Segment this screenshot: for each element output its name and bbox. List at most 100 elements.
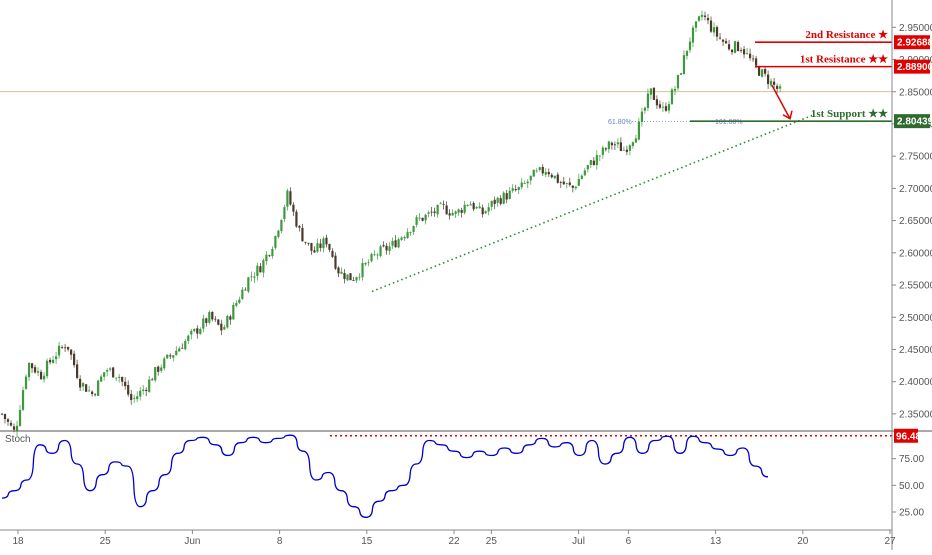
candle-body [679, 73, 683, 75]
stoch-tick-label: 25.00 [899, 508, 924, 519]
candle-body [655, 99, 659, 106]
candle-body [538, 167, 541, 170]
candle-body [163, 358, 166, 369]
candle-body [3, 413, 7, 420]
x-tick-label: 13 [710, 536, 722, 547]
price-tick-label: 2.95000 [899, 23, 932, 34]
projection-arrow-shaft [771, 84, 791, 120]
candle-body [136, 396, 139, 400]
candle-body [472, 203, 475, 210]
candle-body [121, 377, 124, 382]
candle-body [658, 104, 662, 108]
projection-arrow-head [782, 110, 793, 120]
candle-body [517, 187, 520, 191]
candle-body [439, 203, 442, 205]
candle-body [457, 209, 460, 213]
candle-body [175, 350, 178, 356]
candle-body [616, 142, 619, 145]
candle-body [676, 75, 680, 89]
level-badge [894, 59, 930, 74]
candle-body [583, 170, 586, 176]
candle-body [541, 166, 544, 174]
candle-body [151, 379, 154, 381]
candle-body [97, 380, 100, 396]
candle-body [637, 121, 641, 140]
candle-body [331, 250, 334, 257]
candle-body [247, 277, 250, 292]
candle-body [319, 243, 322, 248]
candle-body [463, 204, 466, 213]
candle-body [445, 205, 448, 215]
candle-body [187, 335, 190, 341]
overbought-badge [894, 428, 918, 443]
candle-body [178, 348, 181, 352]
candle-body [262, 260, 265, 273]
candle-body [118, 376, 121, 378]
stochastic-line [1, 434, 769, 518]
candle-body [154, 367, 157, 381]
candle-body [63, 347, 67, 349]
level-label: 1st Resistance ★★ [800, 54, 888, 66]
candle-body [619, 142, 622, 152]
candle-body [670, 89, 674, 105]
x-tick-label: 22 [448, 536, 460, 547]
candle-body [415, 217, 418, 225]
candle-body [229, 316, 232, 320]
candle-body [57, 345, 61, 356]
candle-body [328, 244, 331, 250]
candle-body [283, 207, 286, 220]
candle-body [94, 394, 97, 396]
candle-body [298, 226, 301, 228]
candle-body [757, 66, 761, 76]
candle-body [481, 207, 484, 215]
x-tick-label: 25 [486, 536, 498, 547]
candle-body [553, 175, 556, 179]
candle-body [631, 142, 635, 147]
candle-body [148, 379, 151, 392]
candle-body [523, 182, 526, 184]
support-trendline [371, 113, 816, 293]
candle-body [310, 242, 313, 251]
candle-body [33, 367, 37, 373]
candle-body [355, 277, 358, 281]
candle-body [532, 169, 535, 177]
candle-body [238, 299, 241, 303]
candle-body [382, 245, 385, 247]
candle-body [478, 206, 481, 209]
candle-body [727, 44, 731, 50]
candle-body [322, 238, 325, 249]
candle-body [634, 138, 638, 143]
candle-body [598, 155, 601, 157]
candle-body [610, 142, 613, 146]
candle-body [313, 250, 316, 253]
candle-body [60, 347, 64, 348]
x-tick-label: 8 [277, 536, 283, 547]
candle-body [370, 253, 373, 262]
candle-body [358, 276, 361, 278]
candle-body [280, 219, 283, 232]
candle-body [69, 349, 73, 355]
candle-body [736, 41, 740, 52]
candle-body [448, 213, 451, 216]
candle-body [754, 58, 758, 66]
candle-body [400, 237, 403, 240]
candle-body [442, 203, 445, 205]
candle-body [739, 50, 743, 51]
candle-body [199, 329, 202, 335]
candle-body [127, 384, 130, 395]
candle-body [12, 426, 16, 430]
x-tick-label: Jul [572, 536, 585, 547]
stochastic-pane: Stoch [1, 434, 892, 518]
candle-body [379, 246, 382, 256]
candle-body [451, 212, 454, 216]
price-tick-label: 2.35000 [899, 409, 932, 420]
candle-body [54, 356, 58, 360]
candle-body [499, 198, 502, 204]
candle-body [316, 243, 319, 252]
candle-body [424, 214, 427, 221]
candle-body [109, 368, 112, 370]
candle-body [172, 355, 175, 358]
x-tick-label: 18 [12, 536, 24, 547]
candle-body [268, 255, 271, 257]
